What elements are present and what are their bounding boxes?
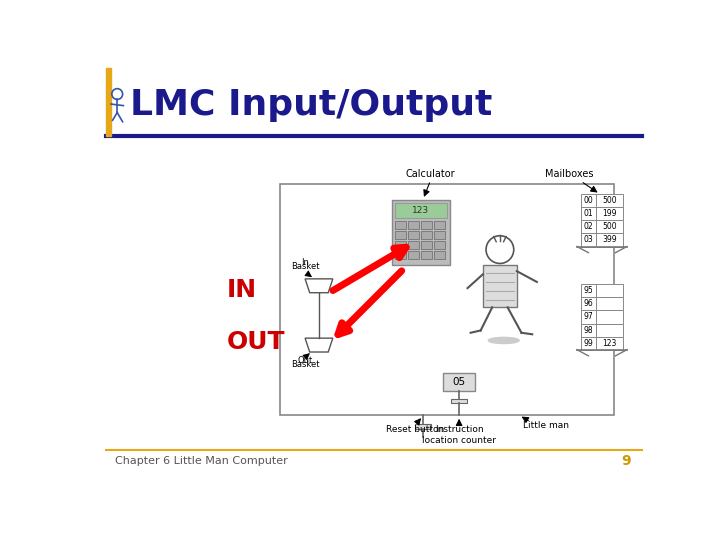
Bar — [395, 241, 406, 249]
Text: 99: 99 — [584, 339, 593, 348]
Bar — [395, 231, 406, 239]
Bar — [434, 241, 445, 249]
Text: 03: 03 — [584, 235, 593, 245]
Text: 199: 199 — [602, 210, 616, 218]
Text: 399: 399 — [602, 235, 616, 245]
Text: 01: 01 — [584, 210, 593, 218]
Bar — [443, 373, 475, 392]
Bar — [581, 194, 623, 207]
Bar — [581, 336, 623, 350]
Bar — [434, 221, 445, 229]
Text: 05: 05 — [453, 377, 466, 387]
Text: IN: IN — [227, 278, 256, 302]
Bar — [483, 265, 517, 307]
Text: Chapter 6 Little Man Computer: Chapter 6 Little Man Computer — [115, 456, 288, 467]
Text: LMC Input/Output: LMC Input/Output — [130, 88, 492, 122]
Bar — [434, 231, 445, 239]
Text: Basket: Basket — [291, 361, 320, 369]
Text: 97: 97 — [584, 313, 593, 321]
Text: 123: 123 — [412, 206, 429, 215]
Ellipse shape — [488, 338, 519, 343]
Bar — [581, 207, 623, 220]
Bar — [395, 221, 406, 229]
Text: 95: 95 — [584, 286, 593, 295]
Text: Out: Out — [297, 356, 312, 365]
Bar — [434, 251, 445, 259]
Text: Mailboxes: Mailboxes — [545, 169, 593, 179]
Text: Little man: Little man — [523, 421, 569, 429]
Text: Calculator: Calculator — [406, 169, 456, 179]
Text: 02: 02 — [584, 222, 593, 231]
Text: 9: 9 — [621, 454, 631, 468]
Text: 123: 123 — [602, 339, 616, 348]
Bar — [581, 323, 623, 336]
Bar — [581, 233, 623, 247]
Bar — [408, 221, 419, 229]
Bar — [581, 220, 623, 233]
Bar — [395, 251, 406, 259]
Bar — [581, 310, 623, 323]
Text: Instruction
location counter: Instruction location counter — [422, 425, 496, 444]
Bar — [106, 68, 111, 136]
Bar — [421, 251, 432, 259]
Bar — [408, 241, 419, 249]
Text: 500: 500 — [602, 196, 616, 205]
Bar — [421, 231, 432, 239]
Text: 98: 98 — [584, 326, 593, 335]
Bar — [451, 399, 467, 403]
Text: OUT: OUT — [227, 330, 285, 354]
Bar — [581, 298, 623, 310]
Text: Basket: Basket — [291, 262, 320, 271]
Bar — [281, 184, 614, 415]
Text: 00: 00 — [584, 196, 593, 205]
Bar — [581, 284, 623, 298]
Text: 96: 96 — [584, 299, 593, 308]
Bar — [415, 424, 431, 429]
Bar — [392, 200, 450, 265]
Text: In: In — [301, 258, 309, 267]
Text: Reset button: Reset button — [386, 425, 444, 434]
Text: 500: 500 — [602, 222, 616, 231]
Bar — [408, 231, 419, 239]
Bar — [395, 202, 447, 218]
Bar — [421, 241, 432, 249]
Bar — [421, 221, 432, 229]
Bar — [408, 251, 419, 259]
